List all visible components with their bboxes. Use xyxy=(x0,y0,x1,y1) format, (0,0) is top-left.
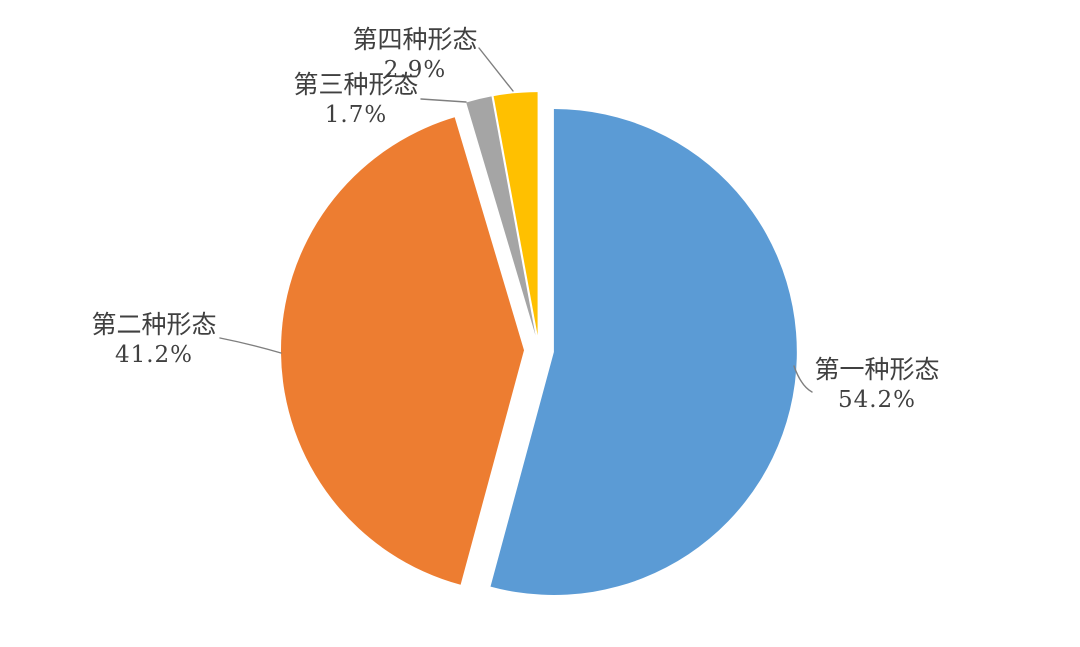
slice-label-1-percent: 54.2% xyxy=(837,387,917,413)
pie-slice-1 xyxy=(490,109,797,595)
slice-label-3-name: 第三种形态 xyxy=(293,70,419,99)
slice-label-2: 第二种形态 41.2% xyxy=(69,310,239,370)
leader-line-slice-3 xyxy=(420,98,467,103)
slice-label-3: 第三种形态 1.7% xyxy=(271,70,441,130)
leader-line-slice-4 xyxy=(478,47,514,92)
leader-lines-group xyxy=(219,47,813,393)
pie-slice-2 xyxy=(280,117,524,585)
slice-label-2-name: 第二种形态 xyxy=(91,310,217,339)
slice-label-1-name: 第一种形态 xyxy=(814,355,940,384)
leader-line-slice-1 xyxy=(793,365,813,393)
pie-slice-3 xyxy=(466,96,536,336)
slice-label-4-percent: 2.9% xyxy=(383,57,447,83)
pie-slices-group xyxy=(280,92,797,595)
slice-label-3-percent: 1.7% xyxy=(324,102,388,128)
slice-label-4-name: 第四种形态 xyxy=(352,25,478,54)
slice-label-4: 第四种形态 2.9% xyxy=(330,25,500,85)
pie-slice-4 xyxy=(493,92,538,336)
slice-label-2-percent: 41.2% xyxy=(114,342,194,368)
leader-line-slice-2 xyxy=(219,337,282,354)
slice-label-1: 第一种形态 54.2% xyxy=(792,355,962,415)
